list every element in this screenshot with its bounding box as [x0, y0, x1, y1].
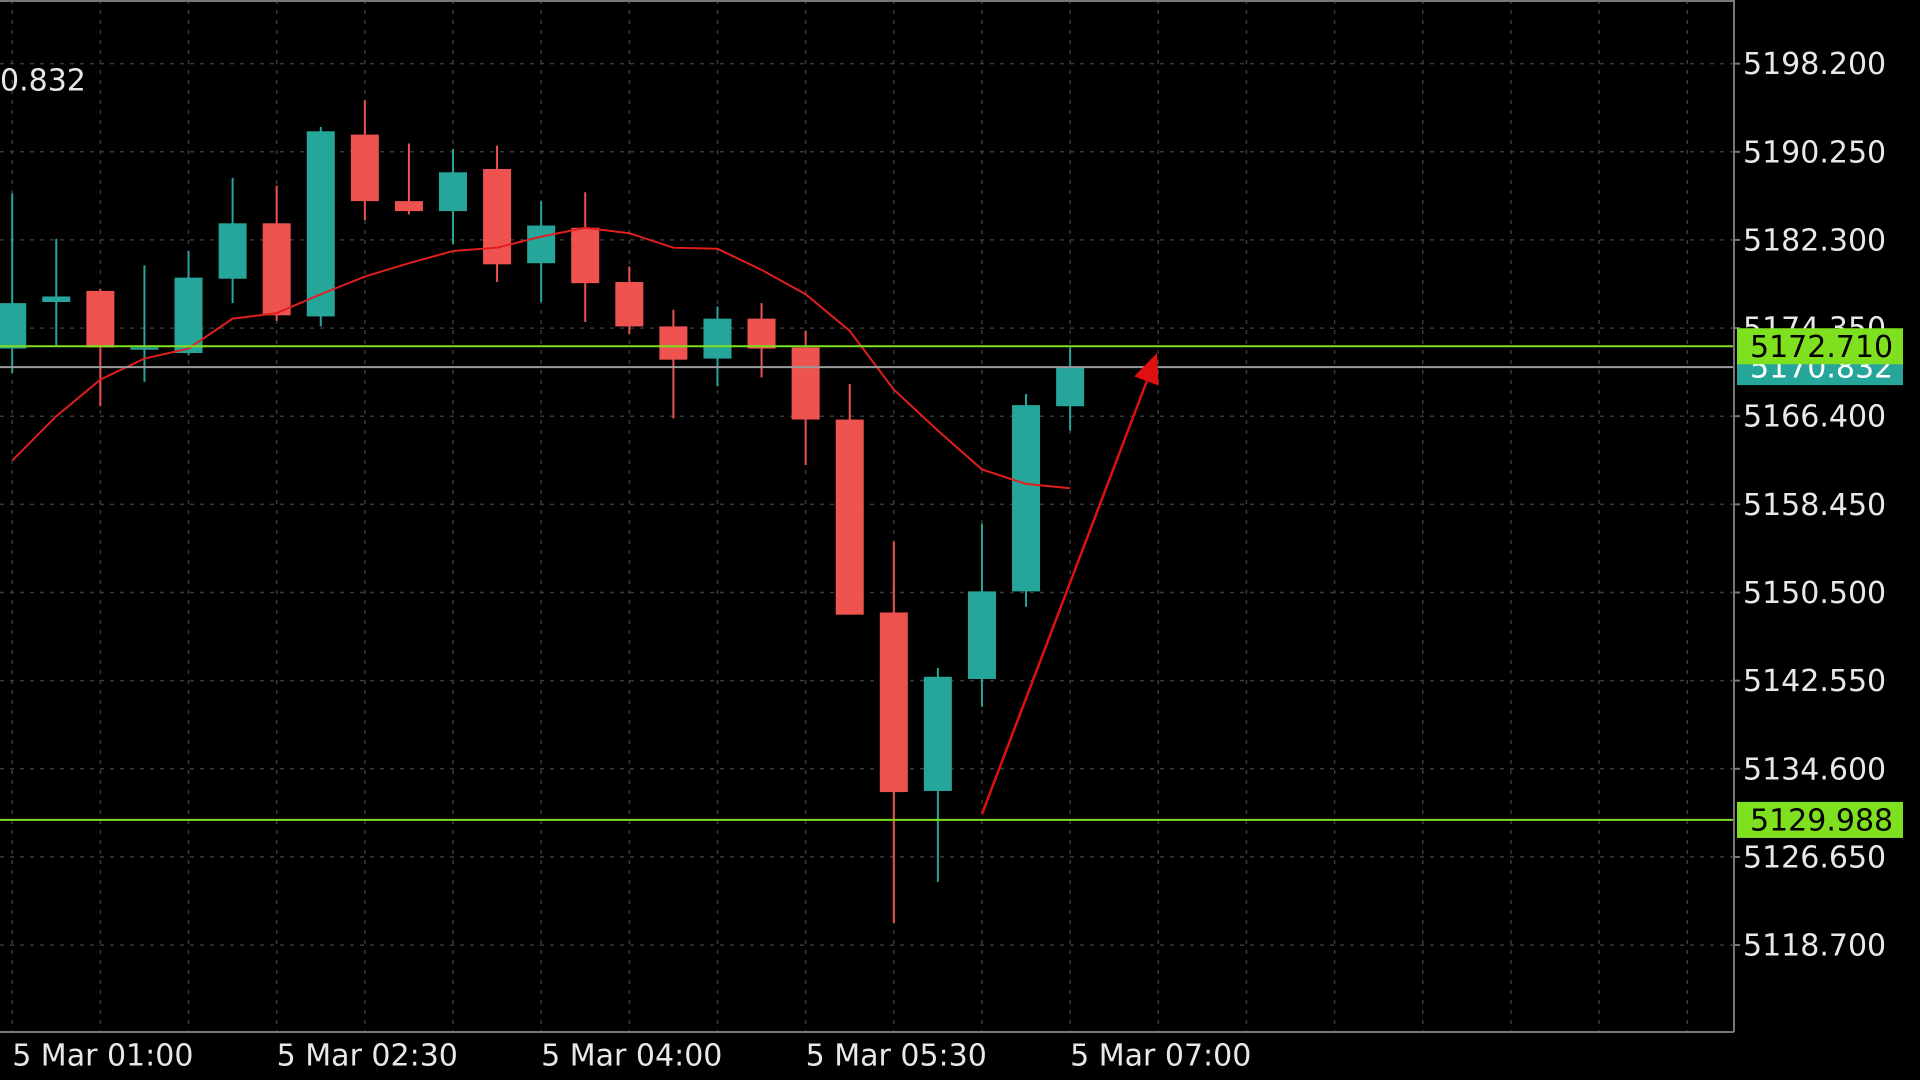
candle-body: [439, 172, 467, 212]
candle-body: [703, 318, 732, 359]
candle-body: [835, 419, 864, 615]
level-box: [1737, 328, 1903, 365]
y-tick-label: 5166.400: [1743, 400, 1886, 435]
candle-body: [1012, 405, 1041, 592]
candle-body: [923, 676, 952, 791]
level-label: 5129.988: [1750, 803, 1893, 838]
candle-body: [130, 347, 159, 350]
y-tick-label: 5134.600: [1743, 752, 1886, 787]
x-tick-label: 5 Mar 05:30: [806, 1039, 987, 1074]
axis: 5118.700 5126.650 5134.600 5142.550 5150.500…: [12, 47, 1903, 1074]
candle-body: [306, 131, 335, 317]
candle-body: [86, 290, 115, 348]
candle-body: [350, 134, 379, 202]
level-box: [1737, 801, 1903, 838]
y-tick-label: 5150.500: [1743, 576, 1886, 611]
candle-body: [174, 277, 203, 354]
y-tick-label: 5158.450: [1743, 488, 1886, 523]
level-label: 5172.710: [1750, 330, 1893, 365]
candle-body: [394, 201, 423, 212]
candle-body: [791, 347, 820, 420]
y-tick-label: 5182.300: [1743, 223, 1886, 258]
arrow-head: [1134, 353, 1159, 386]
candle-body: [571, 227, 600, 284]
candle-body: [0, 303, 27, 349]
candle-body: [967, 591, 996, 679]
candle-body: [527, 225, 556, 264]
y-tick-label: 5198.200: [1743, 47, 1886, 82]
marks: [0, 100, 1734, 923]
candle-body: [1056, 367, 1085, 407]
candle-body: [262, 223, 291, 316]
x-tick-label: 5 Mar 01:00: [12, 1039, 193, 1074]
y-tick-label: 5142.550: [1743, 664, 1886, 699]
candle-body: [659, 326, 688, 360]
y-tick-label: 5118.700: [1743, 929, 1886, 964]
candle-body: [747, 318, 776, 349]
candle-body: [218, 223, 247, 279]
x-tick-label: 5 Mar 07:00: [1070, 1039, 1251, 1074]
moving-average: [11, 226, 1071, 490]
grid: [0, 0, 1734, 1032]
y-tick-label: 5126.650: [1743, 840, 1886, 875]
y-tick-label: 5190.250: [1743, 135, 1886, 170]
corner-text: 0.832: [0, 64, 86, 99]
x-tick-label: 5 Mar 02:30: [277, 1039, 458, 1074]
annotation-arrow: [980, 353, 1159, 815]
candle-body: [42, 296, 71, 303]
candle-body: [483, 168, 512, 265]
arrow-line: [980, 377, 1150, 815]
x-tick-label: 5 Mar 04:00: [541, 1039, 722, 1074]
candle-body: [615, 282, 644, 327]
candle-body: [879, 612, 908, 793]
